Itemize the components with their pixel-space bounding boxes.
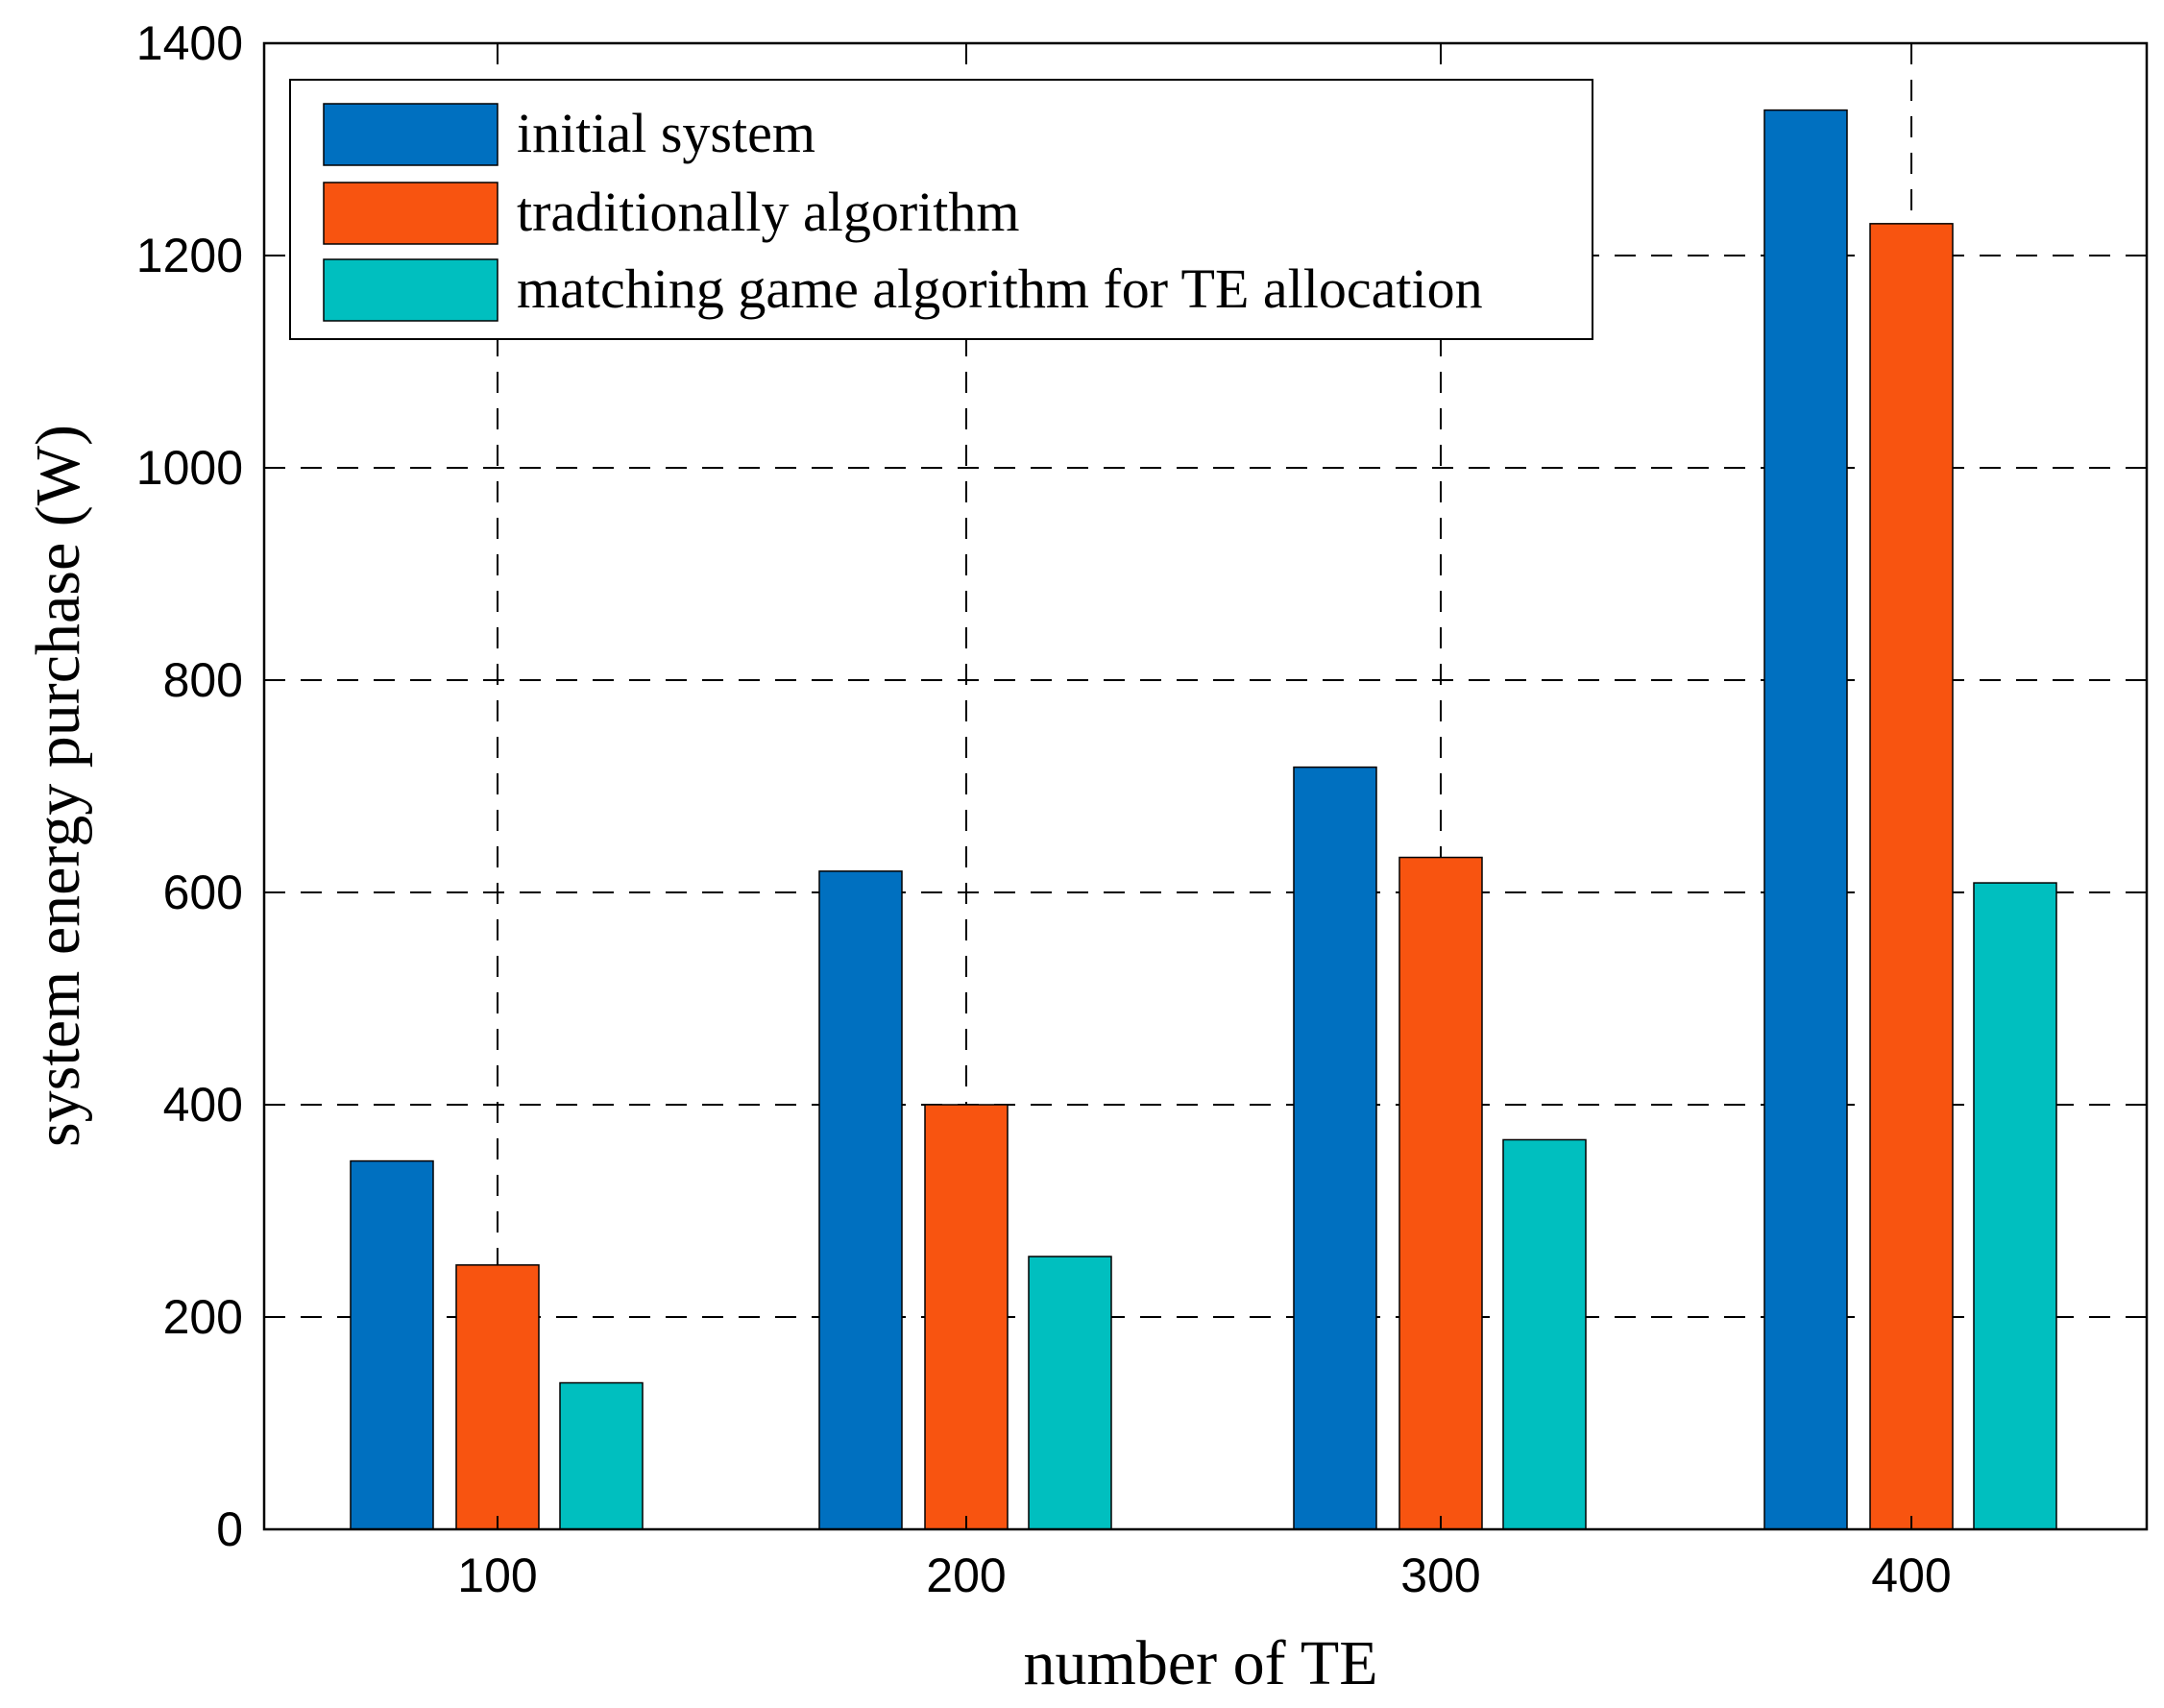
bar-initial-system-300 (1293, 766, 1377, 1530)
legend-swatch (323, 182, 498, 245)
y-axis-ticks: 0 200 400 600 800 1000 1200 1400 (136, 16, 278, 1556)
x-axis-title: number of TE (1023, 1628, 1377, 1698)
bars (350, 109, 2057, 1530)
x-tick-label: 100 (457, 1549, 537, 1602)
legend-label: traditionally algorithm (517, 181, 1020, 243)
y-tick-label: 0 (216, 1502, 243, 1556)
y-tick-label: 1000 (136, 441, 243, 495)
bar-initial-system-100 (350, 1159, 434, 1530)
bar-traditionally-algorithm-400 (1869, 223, 1954, 1530)
x-tick-label: 300 (1400, 1549, 1480, 1602)
bar-matching-game-algorithm-for-te-allocation-200 (1028, 1256, 1112, 1530)
y-tick-label: 200 (163, 1290, 243, 1344)
y-tick-label: 800 (163, 653, 243, 707)
bar-traditionally-algorithm-100 (455, 1264, 540, 1530)
bar-traditionally-algorithm-200 (924, 1104, 1009, 1530)
y-tick-label: 400 (163, 1078, 243, 1132)
bar-initial-system-200 (818, 870, 903, 1530)
legend-swatch (323, 258, 498, 322)
bar-matching-game-algorithm-for-te-allocation-300 (1502, 1138, 1587, 1530)
y-tick-label: 1200 (136, 229, 243, 282)
legend-label: matching game algorithm for TE allocatio… (517, 257, 1483, 320)
x-tick-label: 200 (926, 1549, 1006, 1602)
y-axis-title: system energy purchase (W) (23, 425, 93, 1147)
x-axis-ticks: 100 200 300 400 (457, 1516, 1952, 1602)
y-tick-label: 1400 (136, 16, 243, 70)
bar-matching-game-algorithm-for-te-allocation-400 (1973, 882, 2057, 1530)
bar-traditionally-algorithm-300 (1398, 856, 1483, 1530)
x-tick-label: 400 (1871, 1549, 1951, 1602)
legend-items: initial system traditionally algorithm mat… (323, 102, 1483, 322)
y-tick-label: 600 (163, 866, 243, 919)
bar-matching-game-algorithm-for-te-allocation-100 (559, 1381, 644, 1530)
legend: initial system traditionally algorithm mat… (289, 79, 1593, 340)
legend-box (289, 79, 1593, 340)
legend-swatch (323, 103, 498, 166)
plot-frame (262, 41, 2149, 1531)
legend-label: initial system (517, 102, 815, 164)
bar-initial-system-400 (1763, 109, 1848, 1530)
